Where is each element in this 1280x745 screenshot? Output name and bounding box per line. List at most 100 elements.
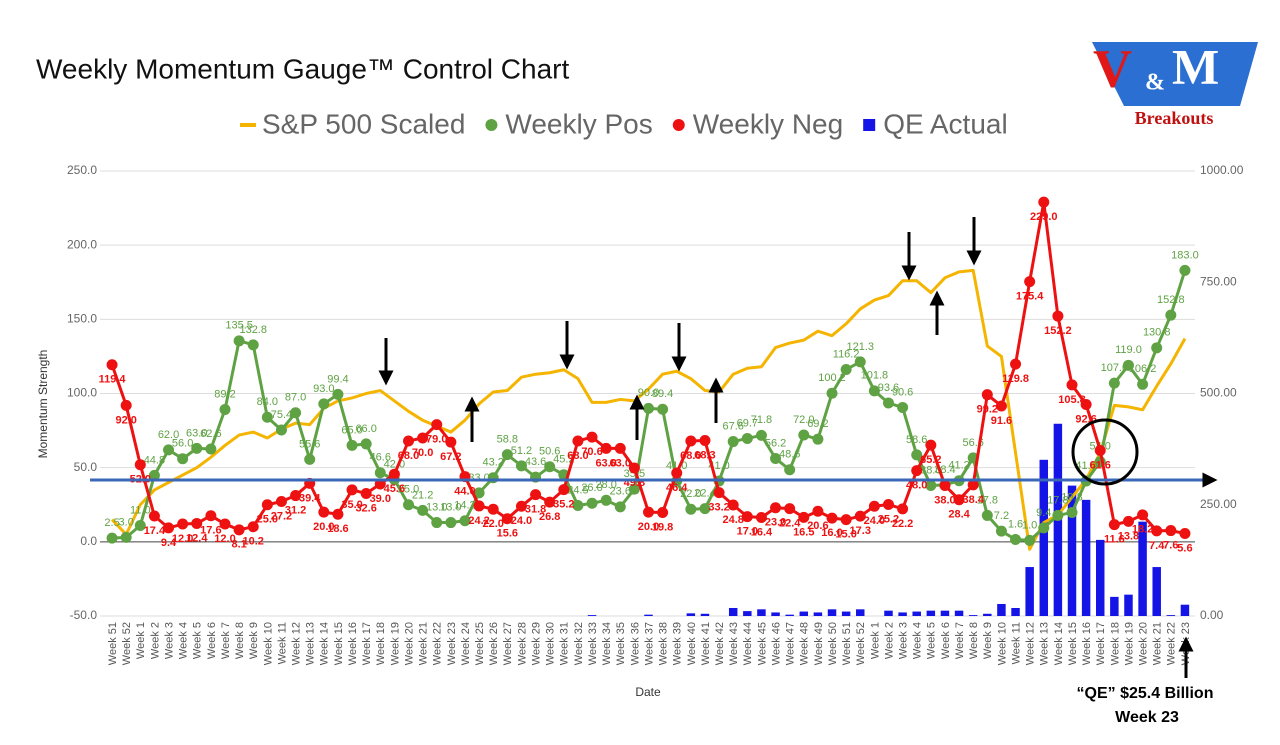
point — [233, 335, 245, 347]
point — [1066, 506, 1078, 518]
bar — [983, 613, 992, 616]
point — [727, 499, 739, 511]
data-label: 24.0 — [511, 515, 532, 527]
data-label: 7.2 — [994, 510, 1009, 522]
x-tick-label: Week 22 — [432, 622, 444, 665]
data-label: 68.0 — [398, 450, 419, 462]
data-label: 14.2 — [454, 500, 475, 512]
x-tick-label: Week 44 — [742, 622, 754, 665]
bar — [1025, 567, 1034, 616]
point — [1024, 276, 1036, 288]
data-label: 70.0 — [412, 447, 433, 459]
x-tick-label: Week 46 — [770, 622, 782, 665]
y2-tick-label: 500.00 — [1200, 386, 1237, 400]
bar — [1039, 459, 1049, 616]
data-label: 13.0 — [426, 501, 447, 513]
point — [840, 514, 852, 526]
data-label: 3.0 — [119, 516, 134, 528]
data-label: 19.8 — [652, 521, 673, 533]
data-label: 18.2 — [1132, 524, 1153, 536]
x-tick-label: Week 12 — [1025, 622, 1037, 665]
point — [374, 467, 386, 479]
data-label: 48.6 — [779, 449, 800, 461]
data-label: 39.4 — [299, 492, 321, 504]
data-label: 38.0 — [920, 464, 941, 476]
bar — [954, 610, 964, 616]
point — [1024, 534, 1036, 546]
data-label: 12.0 — [172, 533, 193, 545]
data-label: 89.4 — [652, 388, 673, 400]
data-label: 26.8 — [539, 511, 560, 523]
data-label: 106.2 — [1129, 363, 1157, 375]
point — [1151, 342, 1163, 354]
data-label: 12.4 — [186, 532, 208, 544]
point — [699, 503, 711, 515]
data-label: 25.0 — [398, 484, 419, 496]
x-tick-label: Week 4 — [912, 622, 924, 659]
point — [925, 439, 937, 451]
point — [1080, 398, 1092, 410]
logo-v: V — [1093, 38, 1132, 98]
data-label: 152.8 — [1157, 294, 1185, 306]
data-label: 105.8 — [1058, 394, 1086, 406]
point — [1122, 359, 1134, 371]
data-label: 99.4 — [327, 373, 348, 385]
bar — [1011, 607, 1020, 616]
y-tick-label: 100.0 — [67, 386, 97, 400]
x-tick-label: Week 36 — [629, 622, 641, 665]
legend-marker — [485, 119, 498, 131]
point — [741, 511, 753, 523]
data-label: 22.0 — [483, 518, 504, 530]
data-label: 68.0 — [680, 450, 701, 462]
data-label: 18.6 — [327, 523, 348, 535]
point — [868, 385, 880, 397]
bar — [728, 607, 738, 616]
y-tick-label: -50.0 — [70, 608, 98, 622]
point — [628, 462, 640, 474]
legend-marker — [672, 119, 685, 131]
x-tick-label: Week 32 — [573, 622, 585, 665]
data-label: 119.8 — [1002, 373, 1029, 385]
data-label: 61.6 — [1090, 459, 1111, 471]
point — [685, 435, 697, 447]
data-label: 22.4 — [694, 488, 715, 500]
x-tick-label: Week 16 — [1081, 622, 1093, 665]
x-tick-label: Week 41 — [700, 622, 712, 665]
x-tick-label: Week 7 — [954, 622, 966, 659]
point — [614, 501, 626, 513]
point — [247, 339, 259, 351]
data-label: 1.0 — [1022, 519, 1037, 531]
data-label: 135.5 — [225, 320, 253, 332]
point — [163, 522, 175, 534]
point — [219, 404, 231, 416]
point — [770, 452, 782, 464]
x-tick-label: Week 5 — [192, 622, 204, 659]
point — [798, 429, 810, 441]
x-tick-label: Week 18 — [1109, 622, 1121, 665]
point — [501, 449, 513, 461]
x-tick-label: Week 21 — [1152, 622, 1164, 665]
data-label: 17.4 — [144, 525, 166, 537]
data-label: 2.5 — [104, 517, 119, 529]
point — [812, 505, 824, 517]
data-label: 99.2 — [977, 404, 998, 416]
bar — [940, 610, 950, 616]
data-label: 33.2 — [708, 501, 729, 513]
data-label: 68.0 — [567, 450, 588, 462]
x-tick-label: Week 28 — [516, 622, 528, 665]
point — [826, 387, 838, 399]
data-label: 130.8 — [1143, 327, 1171, 339]
bar — [686, 613, 696, 616]
point — [981, 509, 993, 521]
point — [1165, 309, 1177, 321]
point — [544, 496, 556, 508]
data-label: 38.0 — [934, 494, 955, 506]
point — [487, 503, 499, 515]
point — [473, 487, 485, 499]
x-tick-label: Week 7 — [220, 622, 232, 659]
point — [261, 499, 273, 511]
data-label: 63.0 — [595, 457, 616, 469]
data-label: 20.0 — [638, 521, 659, 533]
data-label: 31.2 — [285, 504, 306, 516]
x-tick-label: Week 45 — [756, 622, 768, 665]
